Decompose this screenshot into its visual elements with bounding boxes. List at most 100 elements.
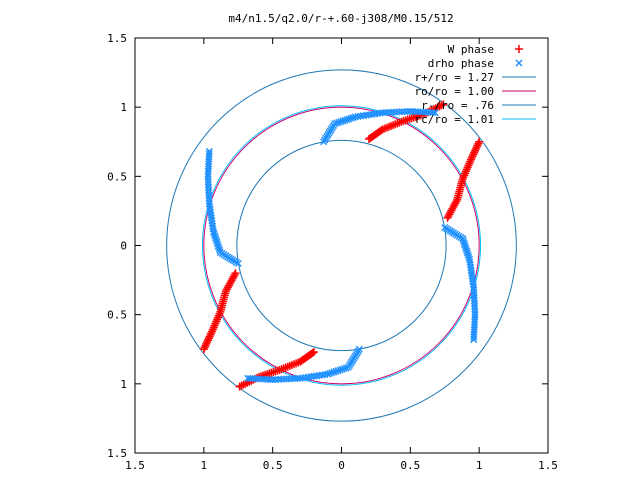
circle-1.01 (201, 105, 482, 386)
drho-phase-marker (404, 107, 412, 115)
drho-phase-marker (343, 116, 351, 124)
drho-phase-marker (204, 165, 212, 173)
x-tick-label: 1.5 (538, 459, 558, 472)
drho-phase-marker (515, 59, 523, 67)
drho-phase-marker (390, 108, 398, 116)
chart-title: m4/n1.5/q2.0/r-+.60-j308/M0.15/512 (228, 12, 453, 25)
drho-phase-marker (468, 275, 476, 283)
drho-phase-marker (470, 326, 478, 334)
drho-phase-marker (468, 272, 476, 280)
y-tick-label: 0 (120, 240, 127, 253)
drho-phase-marker (205, 194, 213, 202)
drho-phase-marker (466, 261, 474, 269)
drho-phase-marker (466, 258, 474, 266)
w-phase-series (199, 100, 484, 391)
drho-phase-marker (344, 363, 352, 371)
drho-phase-marker (341, 116, 349, 124)
drho-phase-marker (204, 175, 212, 183)
drho-phase-marker (470, 291, 478, 299)
drho-phase-marker (271, 376, 279, 384)
drho-phase-marker (471, 305, 479, 313)
drho-phase-marker (212, 234, 220, 242)
legend-label: ro/ro = 1.00 (415, 85, 494, 98)
drho-phase-marker (471, 302, 479, 310)
drho-phase-marker (205, 200, 213, 208)
drho-phase-marker (470, 331, 478, 339)
drho-phase-marker (334, 367, 342, 375)
circles (166, 69, 517, 422)
drho-phase-marker (204, 178, 212, 186)
drho-phase-marker (382, 109, 390, 117)
drho-phase-series (204, 107, 479, 384)
x-tick-label: 0 (338, 459, 345, 472)
drho-phase-marker (207, 211, 215, 219)
x-tick-label: 0.5 (263, 459, 283, 472)
drho-phase-marker (293, 374, 301, 382)
drho-phase-marker (204, 183, 213, 191)
drho-phase-marker (326, 369, 334, 377)
drho-phase-marker (209, 225, 217, 233)
drho-phase-marker (470, 286, 478, 294)
drho-phase-marker (349, 114, 357, 122)
drho-phase-marker (291, 375, 299, 383)
drho-phase-marker (471, 308, 479, 316)
drho-phase-marker (204, 162, 213, 170)
drho-phase-marker (215, 244, 223, 252)
drho-phase-marker (401, 108, 409, 116)
drho-phase-marker (277, 375, 285, 383)
drho-phase-marker (470, 300, 479, 308)
drho-phase-marker (205, 197, 213, 205)
drho-phase-marker (211, 232, 219, 240)
legend-label: drho phase (428, 57, 494, 70)
y-tick-label: 1.5 (107, 32, 127, 45)
drho-phase-marker (246, 374, 254, 382)
drho-phase-marker (340, 365, 348, 373)
drho-phase-marker (332, 367, 340, 375)
y-tick-label: 1.5 (107, 447, 127, 460)
drho-phase-marker (469, 280, 477, 288)
drho-phase-marker (470, 323, 478, 331)
drho-phase-marker (288, 375, 296, 383)
drho-phase-marker (204, 167, 212, 175)
drho-phase-marker (205, 152, 213, 160)
drho-phase-marker (206, 206, 214, 214)
drho-phase-marker (214, 242, 222, 250)
drho-phase-marker (459, 237, 467, 245)
drho-phase-marker (387, 108, 395, 116)
drho-phase-marker (204, 170, 212, 178)
drho-phase-marker (384, 108, 392, 116)
drho-phase-marker (467, 264, 475, 272)
drho-phase-marker (205, 189, 213, 197)
drho-phase-marker (337, 118, 345, 126)
drho-phase-marker (205, 155, 213, 163)
y-tick-label: 1 (120, 101, 127, 114)
drho-phase-marker (471, 313, 479, 321)
drho-phase-marker (244, 374, 252, 382)
circle-0.76 (236, 139, 447, 352)
drho-phase-marker (274, 375, 282, 383)
drho-phase-marker (328, 369, 336, 377)
drho-phase-marker (205, 186, 213, 194)
drho-phase-marker (345, 115, 353, 123)
drho-phase-marker (471, 318, 479, 326)
drho-phase-marker (463, 249, 471, 257)
drho-phase-marker (333, 119, 341, 127)
drho-phase-marker (461, 241, 469, 249)
drho-phase-marker (470, 321, 479, 329)
drho-phase-marker (470, 328, 478, 336)
drho-phase-marker (331, 120, 339, 128)
drho-phase-marker (393, 108, 401, 116)
drho-phase-marker (212, 236, 220, 244)
drho-phase-marker (342, 364, 350, 372)
drho-phase-marker (470, 294, 478, 302)
drho-phase-marker (471, 316, 479, 324)
drho-phase-marker (205, 192, 213, 200)
circle-1 (203, 106, 480, 385)
drho-phase-marker (336, 366, 344, 374)
drho-phase-marker (206, 203, 214, 211)
drho-phase-marker (216, 246, 224, 254)
x-tick-label: 1 (201, 459, 208, 472)
drho-phase-marker (464, 251, 472, 259)
